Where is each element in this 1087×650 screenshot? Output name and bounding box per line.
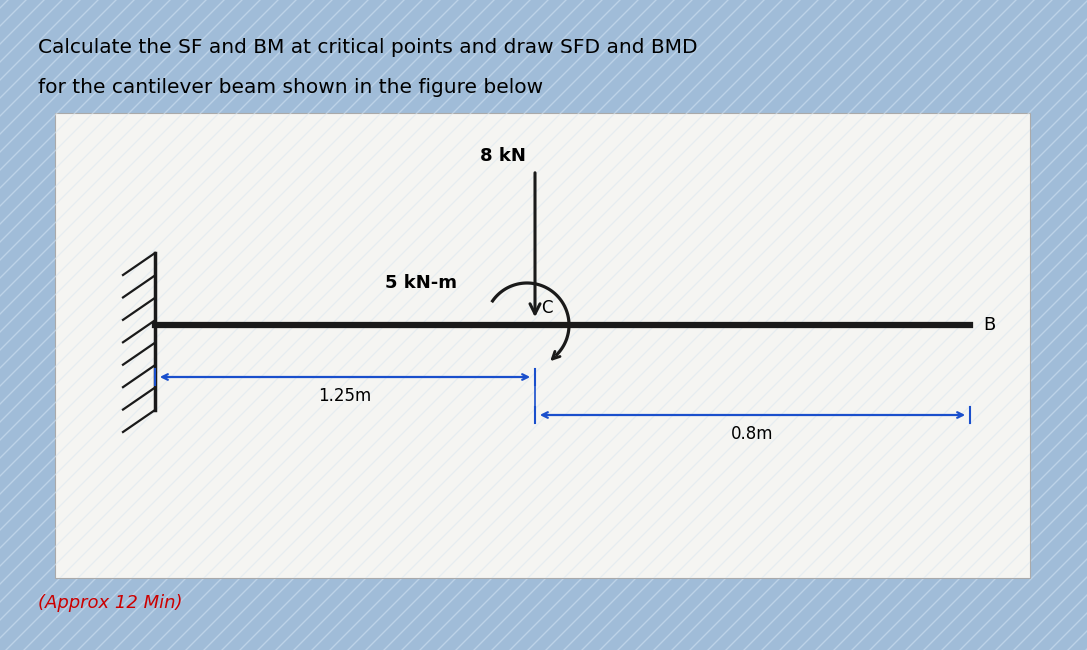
Text: 0.8m: 0.8m: [732, 425, 774, 443]
Text: 8 kN: 8 kN: [480, 147, 526, 165]
Text: C: C: [541, 299, 552, 317]
Text: for the cantilever beam shown in the figure below: for the cantilever beam shown in the fig…: [38, 78, 544, 97]
Text: B: B: [983, 316, 996, 334]
Text: 5 kN-m: 5 kN-m: [385, 274, 457, 292]
Text: Calculate the SF and BM at critical points and draw SFD and BMD: Calculate the SF and BM at critical poin…: [38, 38, 698, 57]
FancyBboxPatch shape: [55, 113, 1030, 578]
Text: (Approx 12 Min): (Approx 12 Min): [38, 594, 183, 612]
Text: 1.25m: 1.25m: [318, 387, 372, 405]
